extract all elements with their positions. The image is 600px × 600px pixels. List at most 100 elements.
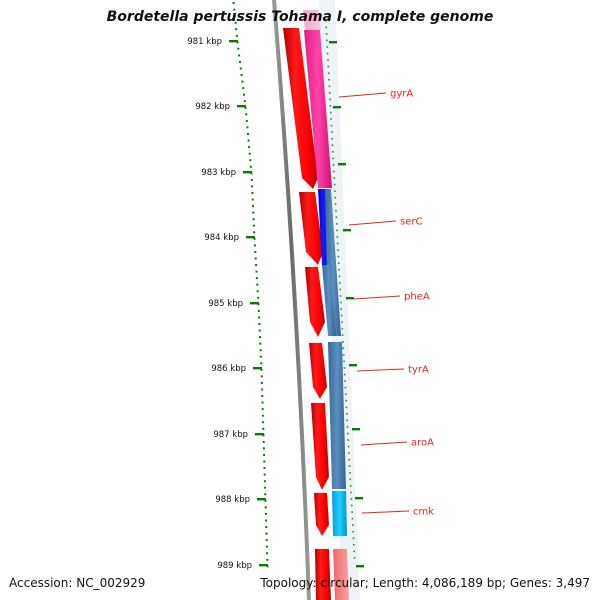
ruler-major-tick bbox=[246, 236, 255, 239]
ruler-minor-tick bbox=[257, 309, 260, 312]
ruler-minor-tick bbox=[251, 198, 254, 201]
feature-minor-tick bbox=[350, 498, 353, 500]
cds-arrow[interactable] bbox=[305, 267, 325, 337]
cds-arrow[interactable] bbox=[311, 403, 329, 490]
ruler-major-tick bbox=[243, 171, 252, 174]
feature-minor-tick bbox=[342, 354, 345, 356]
gene-leader-line bbox=[360, 441, 408, 446]
feature-minor-tick bbox=[328, 92, 331, 94]
feature-minor-tick bbox=[331, 144, 334, 146]
feature-track-background bbox=[319, 0, 360, 600]
gene-label-tyra[interactable]: tyrA bbox=[356, 365, 429, 376]
feature-minor-tick bbox=[326, 39, 328, 42]
ruler-minor-tick bbox=[252, 218, 255, 221]
gene-label-phea[interactable]: pheA bbox=[353, 292, 430, 303]
cds-arrow[interactable] bbox=[315, 549, 331, 600]
ruler-minor-tick bbox=[262, 421, 265, 424]
ruler-minor-tick bbox=[259, 336, 261, 339]
feature-minor-tick bbox=[352, 537, 355, 540]
feature-minor-tick bbox=[332, 151, 334, 153]
gene-name: serC bbox=[400, 217, 422, 228]
ruler-minor-tick bbox=[249, 165, 252, 168]
ruler-minor-tick bbox=[259, 349, 262, 352]
feature-minor-tick bbox=[335, 216, 338, 219]
ruler-minor-tick bbox=[264, 493, 267, 496]
gene-label-aroa[interactable]: aroA bbox=[360, 438, 434, 449]
feature-minor-tick bbox=[328, 85, 331, 88]
feature-minor-tick bbox=[343, 373, 346, 376]
feature-tick bbox=[333, 106, 341, 109]
feature-minor-tick bbox=[330, 118, 332, 120]
ruler-minor-tick bbox=[260, 381, 263, 384]
category-block-steel[interactable] bbox=[322, 265, 336, 336]
feature-minor-tick bbox=[349, 472, 351, 474]
feature-tick bbox=[343, 229, 351, 232]
ruler-minor-tick bbox=[251, 192, 254, 194]
feature-minor-tick bbox=[346, 419, 348, 422]
gene-label-cmk[interactable]: cmk bbox=[361, 507, 434, 518]
feature-minor-tick bbox=[342, 341, 344, 343]
feature-minor-tick bbox=[339, 295, 342, 297]
feature-minor-tick bbox=[338, 275, 341, 278]
gene-labels: gyrA serC pheA tyrA aroA cmk bbox=[338, 89, 434, 518]
feature-minor-tick bbox=[348, 465, 351, 467]
ruler-minor-tick bbox=[255, 277, 258, 280]
feature-tick bbox=[338, 163, 346, 166]
ruler-major-tick bbox=[257, 498, 266, 501]
gene-label-serc[interactable]: serC bbox=[348, 217, 422, 228]
feature-tick bbox=[346, 297, 354, 300]
ruler-minor-tick bbox=[255, 264, 258, 266]
gene-label-gyra[interactable]: gyrA bbox=[338, 89, 413, 100]
feature-tick bbox=[352, 428, 360, 431]
feature-minor-tick bbox=[351, 517, 354, 520]
category-block-salmon[interactable] bbox=[333, 549, 349, 600]
ruler-minor-tick bbox=[242, 87, 245, 90]
feature-minor-tick bbox=[341, 327, 344, 330]
feature-minor-tick bbox=[347, 432, 349, 435]
ruler-minor-tick bbox=[256, 290, 259, 293]
gene-leader-line bbox=[361, 510, 410, 514]
ruler-minor-tick bbox=[265, 526, 268, 528]
category-block-pink[interactable] bbox=[304, 30, 332, 188]
category-block-pink-light[interactable] bbox=[303, 10, 321, 30]
ruler-minor-tick bbox=[239, 60, 241, 63]
feature-minor-tick bbox=[337, 255, 340, 258]
feature-minor-tick bbox=[343, 360, 345, 363]
ruler-minor-tick bbox=[265, 539, 268, 542]
ruler-minor-tick bbox=[246, 126, 249, 129]
ruler-minor-tick bbox=[262, 427, 265, 430]
category-block-cyan[interactable] bbox=[332, 491, 347, 536]
ruler-minor-tick bbox=[252, 205, 254, 208]
feature-minor-tick bbox=[348, 452, 350, 454]
ruler-minor-tick bbox=[263, 473, 266, 476]
feature-minor-tick bbox=[326, 52, 329, 55]
ruler-minor-tick bbox=[266, 552, 269, 555]
feature-minor-tick bbox=[352, 524, 354, 526]
feature-minor-tick bbox=[346, 426, 349, 428]
category-block-steel[interactable] bbox=[328, 342, 346, 489]
ruler-minor-tick bbox=[255, 270, 258, 273]
feature-minor-tick bbox=[334, 190, 336, 192]
cds-arrow[interactable] bbox=[299, 192, 323, 265]
ruler-minor-tick bbox=[232, 2, 235, 4]
ruler-tick-label: 981 kbp bbox=[187, 37, 222, 47]
cds-arrow[interactable] bbox=[283, 28, 318, 189]
feature-minor-tick bbox=[334, 203, 337, 205]
gene-leader-line bbox=[356, 368, 405, 372]
feature-minor-tick bbox=[344, 380, 346, 382]
ruler-minor-tick bbox=[245, 119, 248, 122]
feature-minor-tick bbox=[341, 321, 343, 323]
ruler-minor-tick bbox=[266, 558, 269, 561]
feature-minor-tick bbox=[336, 229, 338, 232]
position-ruler: 981 kbp 982 kbp 983 kbp 984 kbp 985 kbp 986 k… bbox=[187, 2, 269, 571]
feature-minor-tick bbox=[330, 124, 333, 127]
cds-arrow[interactable] bbox=[314, 493, 329, 536]
ruler-minor-tick bbox=[261, 414, 264, 417]
ruler-minor-tick bbox=[261, 401, 264, 404]
feature-minor-tick bbox=[344, 386, 347, 389]
feature-minor-tick bbox=[337, 249, 339, 251]
feature-minor-tick bbox=[341, 334, 344, 336]
cds-arrow[interactable] bbox=[309, 343, 327, 399]
feature-minor-tick bbox=[352, 530, 354, 533]
